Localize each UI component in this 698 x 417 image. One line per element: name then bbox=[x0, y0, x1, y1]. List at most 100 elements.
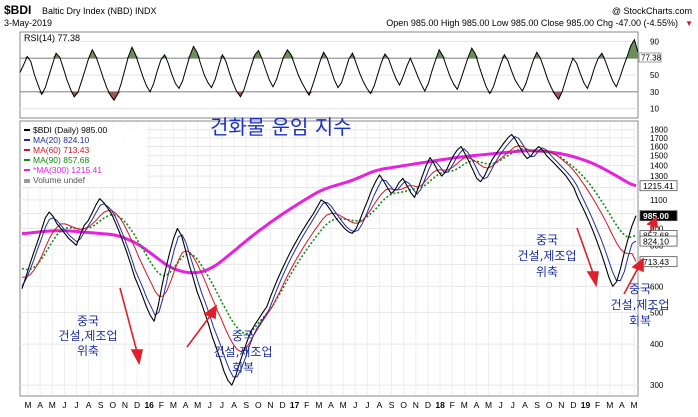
rsi-legend: RSI(14) 77.38 bbox=[24, 33, 80, 43]
price-legend: $BDI (Daily) 985.00 MA(20) 824.10 MA(60)… bbox=[22, 124, 147, 186]
x-tick-label: M bbox=[170, 400, 177, 410]
x-tick-label: J bbox=[220, 400, 224, 410]
x-tick-label: M bbox=[630, 400, 637, 410]
x-tick-label: A bbox=[86, 400, 92, 410]
x-tick-label: A bbox=[474, 400, 480, 410]
price-tick-label: 300 bbox=[650, 381, 664, 390]
x-tick-label: F bbox=[595, 400, 600, 410]
x-tick-label: N bbox=[267, 400, 273, 410]
x-tick-label: M bbox=[194, 400, 201, 410]
price-tick-label: 900 bbox=[650, 225, 664, 234]
x-tick-label: 18 bbox=[435, 400, 445, 410]
annotation-recovery-2019: 중국 건설,제조업 회복 bbox=[610, 282, 669, 328]
arrow-up-2019 bbox=[623, 257, 644, 295]
svg-text:MA(20) 824.10: MA(20) 824.10 bbox=[33, 135, 89, 145]
quote-bar: Open 985.00 High 985.00 Low 985.00 Close… bbox=[386, 18, 678, 28]
x-tick-label: S bbox=[243, 400, 249, 410]
chart-name: Baltic Dry Index (NBD) INDX bbox=[42, 6, 157, 16]
x-tick-label: A bbox=[522, 400, 528, 410]
x-tick-label: S bbox=[534, 400, 540, 410]
chart-date: 3-May-2019 bbox=[4, 18, 52, 28]
svg-text:회복: 회복 bbox=[232, 361, 254, 375]
annotation-contraction-2018: 중국 건설,제조업 위축 bbox=[517, 233, 576, 279]
legend-item-volume: Volume undef bbox=[24, 175, 86, 185]
price-tick-label: 1800 bbox=[650, 126, 668, 135]
price-tick-label: 1700 bbox=[650, 134, 668, 143]
arrow-up-2016 bbox=[186, 304, 217, 348]
svg-text:위축: 위축 bbox=[536, 265, 558, 279]
x-tick-label: O bbox=[546, 400, 553, 410]
legend-item-ma300: *MA(300) 1215.41 bbox=[24, 165, 102, 175]
legend-item-ma90: MA(90) 857.68 bbox=[24, 155, 89, 165]
x-tick-label: M bbox=[461, 400, 468, 410]
price-value-tag-label: 824.10 bbox=[643, 236, 669, 246]
x-tick-label: A bbox=[231, 400, 237, 410]
x-tick-label: A bbox=[37, 400, 43, 410]
x-tick-label: J bbox=[511, 400, 515, 410]
x-tick-label: M bbox=[340, 400, 347, 410]
x-tick-label: 17 bbox=[290, 400, 300, 410]
chg-down-marker: ▼ bbox=[685, 19, 693, 28]
x-tick-label: F bbox=[450, 400, 455, 410]
svg-text:건설,제조업: 건설,제조업 bbox=[58, 329, 117, 343]
svg-text:회복: 회복 bbox=[629, 314, 651, 328]
x-tick-label: N bbox=[413, 400, 419, 410]
annotation-arrows bbox=[119, 216, 658, 366]
x-tick-label: D bbox=[279, 400, 285, 410]
rsi-tick-label: 10 bbox=[650, 105, 659, 114]
price-value-tag-box bbox=[639, 210, 678, 222]
rsi-last-tag bbox=[638, 52, 662, 63]
price-tick-label: 600 bbox=[650, 282, 664, 291]
svg-text:중국: 중국 bbox=[536, 233, 558, 247]
arrow-last-2019 bbox=[646, 216, 658, 233]
svg-text:건설,제조업: 건설,제조업 bbox=[517, 249, 576, 263]
chart-symbol: $BDI bbox=[4, 3, 31, 17]
x-tick-label: S bbox=[98, 400, 104, 410]
price-tick-label: 1500 bbox=[650, 152, 668, 161]
svg-text:Volume undef: Volume undef bbox=[33, 175, 86, 185]
x-tick-label: M bbox=[485, 400, 492, 410]
annotation-recovery-2016: 중국 건설,제조업 회복 bbox=[213, 329, 272, 375]
svg-text:MA(90) 857.68: MA(90) 857.68 bbox=[33, 155, 89, 165]
svg-text:*MA(300) 1215.41: *MA(300) 1215.41 bbox=[33, 165, 102, 175]
svg-text:중국: 중국 bbox=[629, 282, 651, 296]
x-tick-label: J bbox=[74, 400, 78, 410]
x-tick-label: O bbox=[110, 400, 117, 410]
x-tick-label: J bbox=[353, 400, 357, 410]
svg-text:MA(60) 713.43: MA(60) 713.43 bbox=[33, 145, 89, 155]
rsi-tick-label: 90 bbox=[650, 37, 659, 46]
svg-text:위축: 위축 bbox=[77, 344, 99, 358]
x-tick-label: J bbox=[62, 400, 66, 410]
arrow-down-2015 bbox=[119, 287, 144, 366]
price-value-tag-label: 1215.41 bbox=[643, 181, 674, 191]
svg-text:건설,제조업: 건설,제조업 bbox=[213, 345, 272, 359]
x-tick-label: 19 bbox=[581, 400, 591, 410]
rsi-last-label: 77.38 bbox=[641, 54, 662, 63]
price-value-tag-box bbox=[639, 180, 678, 192]
x-tick-label: J bbox=[208, 400, 212, 410]
price-value-tag-label: 713.43 bbox=[643, 257, 669, 267]
price-tick-label: 1100 bbox=[650, 196, 668, 205]
rsi-tick-labels: 1030507090 bbox=[650, 37, 659, 113]
x-tick-label: J bbox=[499, 400, 503, 410]
rsi-series-line bbox=[19, 38, 639, 102]
svg-text:중국: 중국 bbox=[232, 329, 254, 343]
x-tick-label: A bbox=[619, 400, 625, 410]
price-value-tag-label: 985.00 bbox=[643, 211, 669, 221]
x-tick-label: M bbox=[315, 400, 322, 410]
x-tick-label: D bbox=[570, 400, 576, 410]
price-tick-label: 1400 bbox=[650, 162, 668, 171]
x-tick-label: A bbox=[328, 400, 334, 410]
x-tick-label: N bbox=[558, 400, 564, 410]
rsi-tick-label: 50 bbox=[650, 71, 659, 80]
x-tick-label: O bbox=[255, 400, 262, 410]
svg-text:건설,제조업: 건설,제조업 bbox=[610, 298, 669, 312]
x-tick-label: M bbox=[606, 400, 613, 410]
legend-item-ma60: MA(60) 713.43 bbox=[24, 145, 89, 155]
annotation-contraction-2015: 중국 건설,제조업 위축 bbox=[58, 314, 117, 358]
rsi-tick-label: 30 bbox=[650, 88, 659, 97]
price-tick-label: 400 bbox=[650, 340, 664, 349]
legend-item-bdi: $BDI (Daily) 985.00 bbox=[24, 125, 107, 135]
